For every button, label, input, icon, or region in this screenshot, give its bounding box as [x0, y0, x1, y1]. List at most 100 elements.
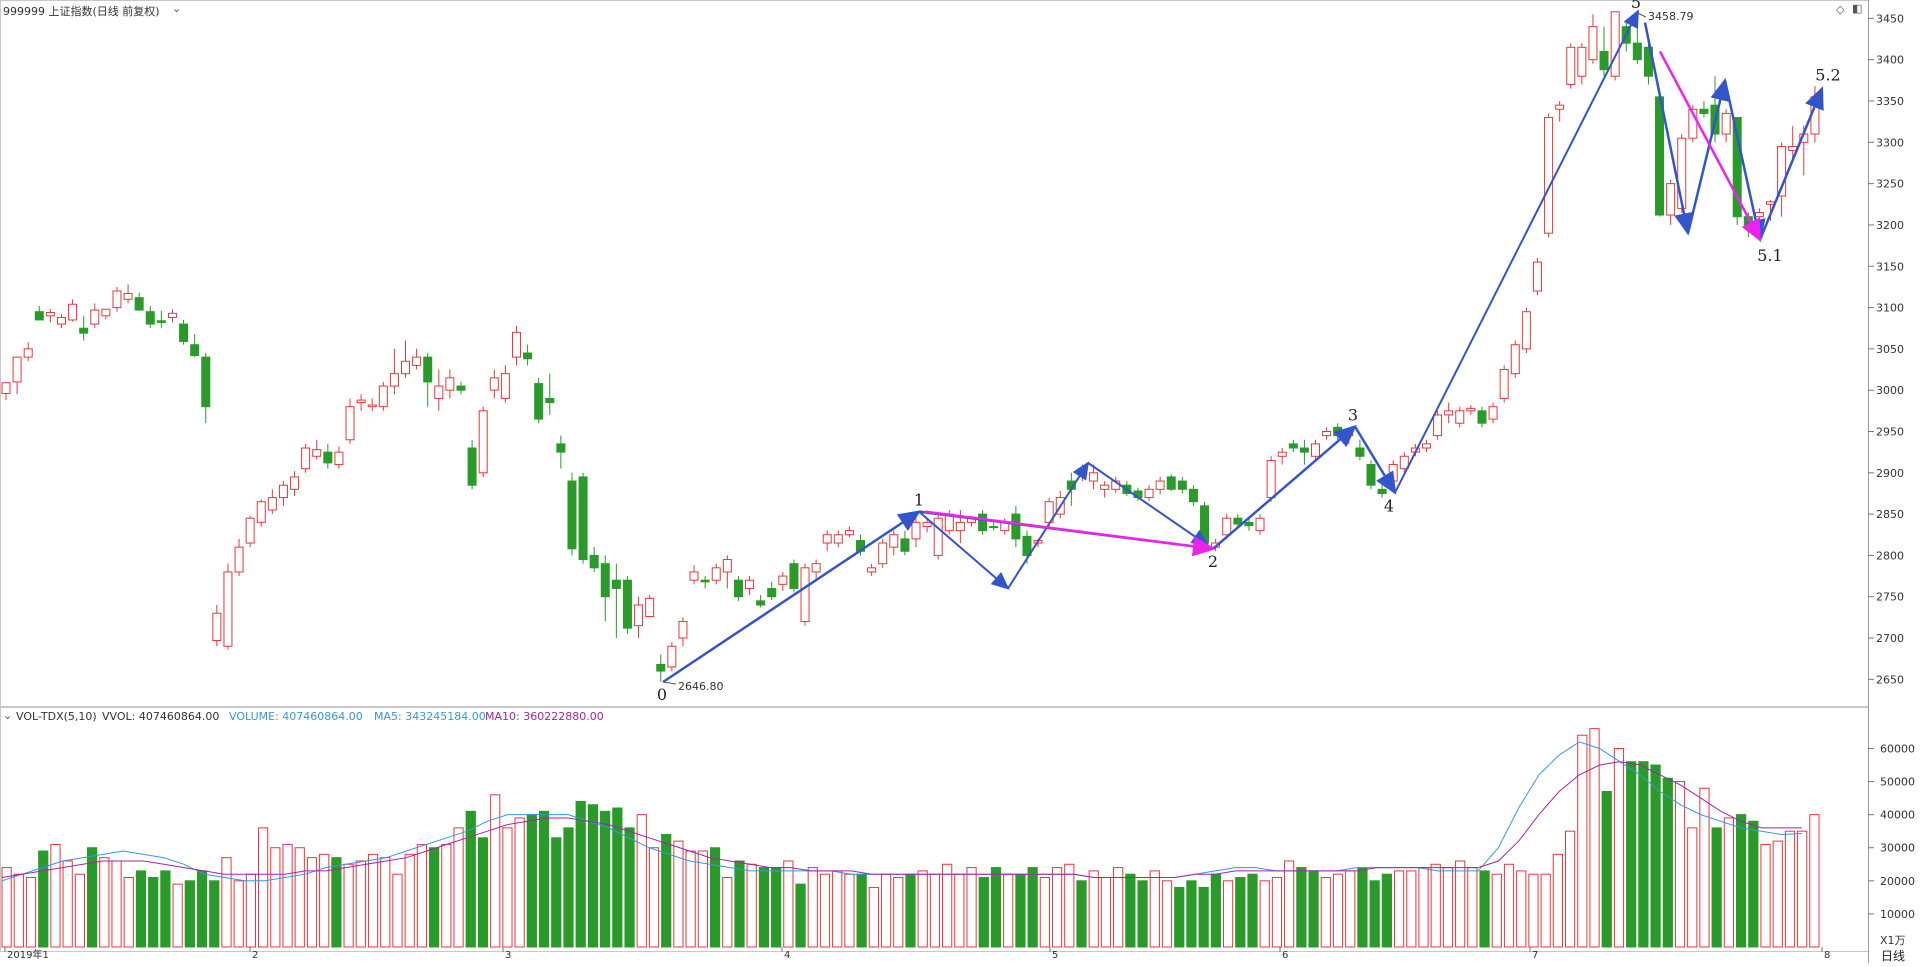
wave-label: 5.1	[1757, 246, 1782, 265]
candle-up	[301, 447, 311, 470]
low-annotation: 2646.80	[678, 680, 724, 693]
volume-bar-up	[111, 860, 122, 948]
candle-up	[312, 449, 322, 457]
candle-down	[1244, 521, 1254, 527]
candle-up	[634, 604, 644, 627]
volume-bar-up	[453, 827, 464, 948]
volume-bar-up	[673, 840, 684, 948]
period-label[interactable]: 日线	[1881, 949, 1906, 963]
candle-up	[911, 521, 921, 540]
volume-bar-up	[1332, 873, 1344, 948]
candle-up	[1089, 472, 1099, 482]
candle-down	[545, 397, 555, 404]
volume-bar-up	[123, 877, 134, 948]
candle-down	[622, 579, 632, 629]
price-tick-label: 3000	[1876, 384, 1904, 397]
volume-bar-down	[148, 877, 159, 948]
candle-down	[534, 383, 544, 420]
candle-up	[1688, 108, 1698, 139]
volume-bar-down	[734, 860, 745, 948]
candle-up	[290, 476, 300, 490]
window-toggle-icon[interactable]: ◧	[1852, 2, 1863, 15]
candle-up	[1433, 414, 1443, 437]
high-annotation: 3458.79	[1648, 10, 1694, 23]
volume-bar-down	[795, 883, 806, 948]
volume-bar-down	[1662, 777, 1673, 948]
volume-bar-up	[502, 827, 513, 948]
candle-down	[589, 554, 599, 569]
candle-down	[1655, 96, 1665, 216]
candle-up	[922, 521, 932, 527]
price-tick-label: 2900	[1876, 467, 1904, 480]
volume-bar-up	[966, 867, 977, 948]
volume-bar-up	[1589, 728, 1600, 948]
wave-segment	[662, 510, 922, 684]
volume-tick-label: 50000	[1880, 776, 1915, 789]
candle-down	[1477, 410, 1487, 424]
candle-down	[1632, 42, 1642, 61]
volume-bar-up	[1467, 867, 1478, 948]
volume-bar-down	[612, 807, 623, 948]
candle-up	[1510, 344, 1520, 375]
volume-bar-down	[1369, 880, 1380, 948]
price-tick-label: 3300	[1876, 136, 1904, 149]
volume-bar-down	[1235, 877, 1246, 948]
volume-bar-down	[1210, 873, 1221, 948]
volume-bar-up	[1345, 870, 1356, 948]
price-tick-label: 2950	[1876, 425, 1904, 438]
vvol-value: VVOL: 407460864.00	[102, 710, 220, 723]
volume-bar-up	[404, 853, 415, 948]
volume-tick-label: 20000	[1880, 875, 1915, 888]
diamond-icon[interactable]: ◇	[1836, 3, 1845, 16]
volume-bar-down	[87, 847, 98, 948]
candle-up	[123, 293, 133, 300]
candle-down	[323, 451, 333, 464]
candle-up	[212, 612, 222, 642]
candle-down	[1011, 513, 1021, 540]
wave-label: 5	[1631, 0, 1641, 12]
volume-tick-label: 10000	[1880, 908, 1915, 921]
candle-up	[1466, 407, 1476, 412]
volume-bar-down	[1601, 790, 1612, 948]
volume-bar-up	[697, 850, 708, 948]
volume-bar-up	[1723, 817, 1734, 948]
candle-up	[500, 373, 510, 399]
volume-bar-down	[1247, 873, 1258, 948]
candle-up	[367, 404, 377, 408]
ma10-value: MA10: 360222880.00	[485, 710, 604, 723]
candle-up	[101, 308, 111, 317]
candle-up	[822, 534, 832, 544]
candle-down	[156, 320, 166, 323]
post-wave-segment	[1686, 77, 1731, 234]
post-wave-segment	[1723, 80, 1766, 243]
chevron-down-icon[interactable]: ⌄	[172, 2, 182, 15]
volume-bar-down	[1626, 761, 1637, 948]
volume-bar-up	[1039, 877, 1050, 948]
price-tick-label: 2850	[1876, 508, 1904, 521]
volume-bar-up	[1503, 863, 1515, 948]
candle-up	[844, 530, 854, 536]
candle-down	[1355, 447, 1365, 457]
volume-bar-up	[1455, 860, 1466, 948]
volume-bar-down	[1027, 867, 1038, 948]
candle-up	[1532, 261, 1542, 292]
price-tick-label: 2700	[1876, 632, 1904, 645]
volume-bar-down	[771, 867, 782, 948]
candle-down	[79, 327, 89, 334]
volume-bar-up	[1797, 830, 1808, 948]
sub-wave-segment	[1087, 462, 1210, 547]
volume-bar-up	[1222, 880, 1234, 948]
candle-up	[401, 360, 411, 375]
x-tick-label: 2	[252, 950, 258, 961]
volume-bar-up	[1418, 867, 1429, 948]
candle-up	[1399, 455, 1409, 470]
candle-up	[1588, 26, 1598, 61]
volume-bar-up	[380, 857, 391, 948]
candle-up	[256, 501, 266, 523]
volume-bar-up	[221, 857, 232, 948]
collapse-volume-icon[interactable]: ⌄	[3, 709, 13, 722]
candle-down	[34, 311, 44, 321]
candle-up	[1, 382, 11, 394]
candle-up	[12, 356, 22, 383]
candle-up	[478, 410, 488, 474]
